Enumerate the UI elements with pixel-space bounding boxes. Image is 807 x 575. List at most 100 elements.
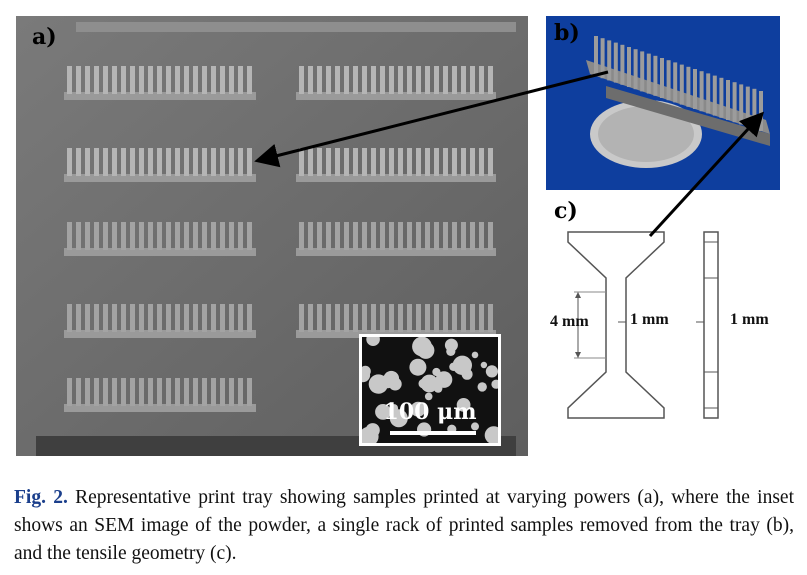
rack-base bbox=[64, 248, 256, 256]
callout-arrows bbox=[254, 70, 765, 238]
rack-fin bbox=[712, 75, 717, 116]
rack-fin bbox=[353, 222, 358, 250]
panel-label-a: a) bbox=[32, 24, 57, 50]
arrow-rack-to-geometry bbox=[648, 111, 765, 238]
rack-fin bbox=[299, 148, 304, 176]
rack-fin bbox=[112, 304, 117, 332]
rack-fin bbox=[211, 378, 216, 406]
rack-fin bbox=[67, 222, 72, 250]
rack-fin bbox=[175, 66, 180, 94]
rack-fin bbox=[317, 66, 322, 94]
rack-fin bbox=[76, 378, 81, 406]
rack-fin bbox=[112, 148, 117, 176]
rack-fin bbox=[344, 148, 349, 176]
rack-fin bbox=[238, 66, 243, 94]
rack-fin bbox=[157, 148, 162, 176]
rack-fin bbox=[699, 71, 704, 112]
rack-base bbox=[64, 92, 256, 100]
rack-fin bbox=[85, 304, 90, 332]
rack-fin bbox=[726, 80, 730, 120]
rack-fin bbox=[94, 222, 99, 250]
powder-particle bbox=[410, 401, 426, 417]
rack-fin bbox=[247, 222, 252, 250]
powder-particle bbox=[366, 337, 380, 346]
rack-fin bbox=[175, 148, 180, 176]
rack-fin bbox=[335, 304, 340, 332]
dim-gauge-length: 4 mm bbox=[550, 313, 589, 330]
powder-particle bbox=[409, 358, 427, 376]
rack-fin bbox=[679, 64, 684, 105]
rack-fin bbox=[452, 148, 457, 176]
rack-fin bbox=[452, 304, 457, 332]
powder-particle bbox=[480, 361, 488, 369]
rack-fin bbox=[380, 66, 385, 94]
rack-fin bbox=[85, 66, 90, 94]
rack-fin bbox=[193, 304, 198, 332]
rack-fin bbox=[452, 66, 457, 94]
rack-fin bbox=[380, 304, 385, 332]
rack-fin bbox=[238, 304, 243, 332]
rack-fin bbox=[184, 148, 189, 176]
rack-fin bbox=[389, 304, 394, 332]
rack-base bbox=[296, 174, 496, 182]
powder-particle bbox=[418, 378, 429, 389]
rack-fin bbox=[112, 222, 117, 250]
rack-fin bbox=[148, 304, 153, 332]
rack-fin bbox=[202, 304, 207, 332]
rack-fin bbox=[673, 62, 678, 103]
rack-fin bbox=[633, 49, 638, 90]
rack-fin bbox=[362, 66, 367, 94]
rack-fin bbox=[67, 378, 72, 406]
rack-fin bbox=[130, 378, 135, 406]
rack-fin bbox=[247, 304, 252, 332]
rack-base bbox=[296, 248, 496, 256]
rack-fin bbox=[416, 304, 421, 332]
rack-fin bbox=[686, 66, 691, 107]
rack-fin bbox=[229, 378, 234, 406]
rack-fin bbox=[299, 222, 304, 250]
rack-fin bbox=[407, 66, 412, 94]
rack-fin bbox=[247, 148, 252, 176]
rack-fin bbox=[112, 66, 117, 94]
rack-fin bbox=[229, 222, 234, 250]
rack-fin bbox=[627, 47, 631, 87]
rack-fin bbox=[229, 148, 234, 176]
rack-fin bbox=[148, 148, 153, 176]
rack-fin bbox=[371, 148, 376, 176]
rack-fin bbox=[157, 66, 162, 94]
rack-fin bbox=[112, 378, 117, 406]
rack-fin bbox=[434, 304, 439, 332]
rack-fin bbox=[666, 60, 671, 101]
rack-fin bbox=[380, 148, 385, 176]
rack-fin bbox=[94, 378, 99, 406]
rack-fin bbox=[103, 222, 108, 250]
rack-fin bbox=[362, 304, 367, 332]
rack-fin bbox=[184, 378, 189, 406]
rack-fin bbox=[85, 222, 90, 250]
rack-fin bbox=[139, 378, 144, 406]
rack-fin bbox=[407, 304, 412, 332]
rack-fin bbox=[479, 304, 484, 332]
rack-fin bbox=[752, 88, 757, 129]
rack-fin bbox=[247, 66, 252, 94]
rack-fin bbox=[732, 82, 737, 123]
rack-fin bbox=[317, 148, 322, 176]
rack-fin bbox=[416, 66, 421, 94]
rack-fin bbox=[344, 222, 349, 250]
powder-particle bbox=[424, 392, 433, 401]
rack-fin bbox=[371, 222, 376, 250]
inset-scale-bar bbox=[390, 431, 476, 435]
rack-fin bbox=[640, 51, 645, 92]
rack-fin bbox=[344, 304, 349, 332]
rack-fin bbox=[335, 222, 340, 250]
rack-fin bbox=[706, 73, 711, 114]
rack-fin bbox=[326, 304, 331, 332]
rack-fin bbox=[121, 148, 126, 176]
rack-fin bbox=[94, 66, 99, 94]
rack-fin bbox=[653, 55, 658, 96]
rack-fin bbox=[719, 77, 724, 118]
rack-fin bbox=[344, 66, 349, 94]
powder-particle bbox=[362, 368, 371, 383]
rack-fin bbox=[220, 222, 225, 250]
rack-fin bbox=[646, 53, 651, 94]
